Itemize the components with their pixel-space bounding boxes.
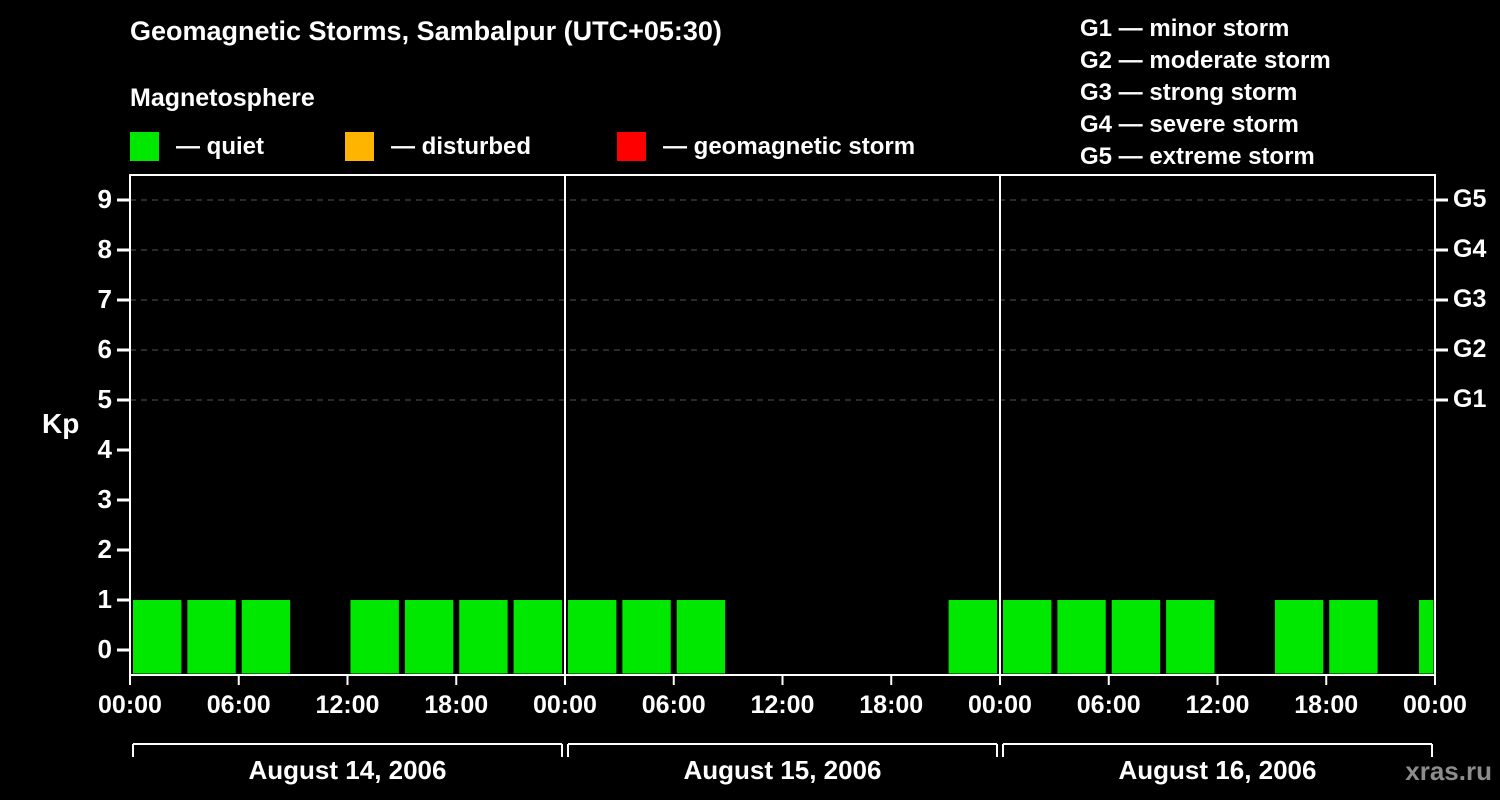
y-tick-label: 7 xyxy=(97,284,112,314)
kp-bar xyxy=(676,600,726,674)
kp-bar xyxy=(350,600,399,674)
y-tick-label: 5 xyxy=(97,384,112,414)
x-tick-label: 00:00 xyxy=(968,691,1032,719)
g4-legend-line: G4 — severe storm xyxy=(1080,111,1299,138)
date-label: August 16, 2006 xyxy=(1118,755,1317,785)
g-scale-label: G2 xyxy=(1453,335,1487,363)
legend-item-disturbed: — disturbed xyxy=(345,132,531,161)
g-scale-label: G4 xyxy=(1453,235,1487,263)
kp-bar xyxy=(622,600,671,674)
kp-bar xyxy=(1057,600,1106,674)
x-tick-label: 00:00 xyxy=(1403,691,1467,719)
y-tick-label: 4 xyxy=(97,434,112,464)
y-tick-label: 1 xyxy=(97,584,112,614)
y-tick-label: 9 xyxy=(97,184,112,214)
quiet-legend-label: — quiet xyxy=(176,132,264,160)
y-axis-label: Kp xyxy=(42,408,80,439)
disturbed-legend-label: — disturbed xyxy=(391,132,532,160)
g-scale-label: G3 xyxy=(1453,285,1487,313)
kp-bar-partial xyxy=(1419,600,1434,674)
g-scale-label: G1 xyxy=(1453,385,1487,413)
y-tick-label: 3 xyxy=(97,484,112,514)
disturbed-color-swatch xyxy=(345,132,374,161)
watermark: xras.ru xyxy=(1405,756,1492,786)
kp-bar xyxy=(513,600,562,674)
x-tick-label: 00:00 xyxy=(98,691,162,719)
legend-item-quiet: — quiet xyxy=(130,132,264,161)
x-tick-label: 00:00 xyxy=(533,691,597,719)
date-label: August 14, 2006 xyxy=(248,755,447,785)
quiet-color-swatch xyxy=(130,132,159,161)
chart-subtitle: Magnetosphere xyxy=(130,84,315,112)
storm-legend-label: — geomagnetic storm xyxy=(663,132,916,160)
kp-bar xyxy=(187,600,236,674)
y-tick-label: 2 xyxy=(97,534,112,564)
date-label: August 15, 2006 xyxy=(683,755,882,785)
kp-bar xyxy=(1111,600,1161,674)
x-tick-label: 18:00 xyxy=(859,691,924,719)
page-title: Geomagnetic Storms, Sambalpur (UTC+05:30… xyxy=(130,16,722,46)
kp-bar xyxy=(241,600,291,674)
kp-bar xyxy=(948,600,997,674)
x-tick-label: 12:00 xyxy=(750,691,815,719)
kp-bar xyxy=(1329,600,1378,674)
kp-bar xyxy=(459,600,508,674)
g-scale-label: G5 xyxy=(1453,185,1487,213)
legend-item-storm: — geomagnetic storm xyxy=(617,132,915,161)
x-tick-label: 06:00 xyxy=(206,691,271,719)
kp-bar xyxy=(1003,600,1052,674)
storm-scale-legend: G1 — minor storm G2 — moderate storm G3 … xyxy=(1080,13,1331,173)
g5-legend-line: G5 — extreme storm xyxy=(1080,143,1315,170)
kp-bar xyxy=(133,600,182,674)
x-tick-label: 06:00 xyxy=(1076,691,1141,719)
kp-bar xyxy=(1166,600,1215,674)
x-tick-label: 18:00 xyxy=(1294,691,1359,719)
g3-legend-line: G3 — strong storm xyxy=(1080,79,1298,106)
kp-bar xyxy=(1274,600,1324,674)
x-tick-label: 12:00 xyxy=(1185,691,1250,719)
x-tick-label: 12:00 xyxy=(315,691,380,719)
kp-bar xyxy=(568,600,617,674)
kp-bar xyxy=(404,600,454,674)
x-tick-label: 18:00 xyxy=(424,691,489,719)
g1-legend-line: G1 — minor storm xyxy=(1080,15,1290,42)
y-tick-label: 6 xyxy=(97,334,112,364)
y-tick-label: 8 xyxy=(97,234,112,264)
g2-legend-line: G2 — moderate storm xyxy=(1080,47,1331,74)
x-tick-label: 06:00 xyxy=(641,691,706,719)
y-tick-label: 0 xyxy=(97,634,112,664)
storm-color-swatch xyxy=(617,132,646,161)
